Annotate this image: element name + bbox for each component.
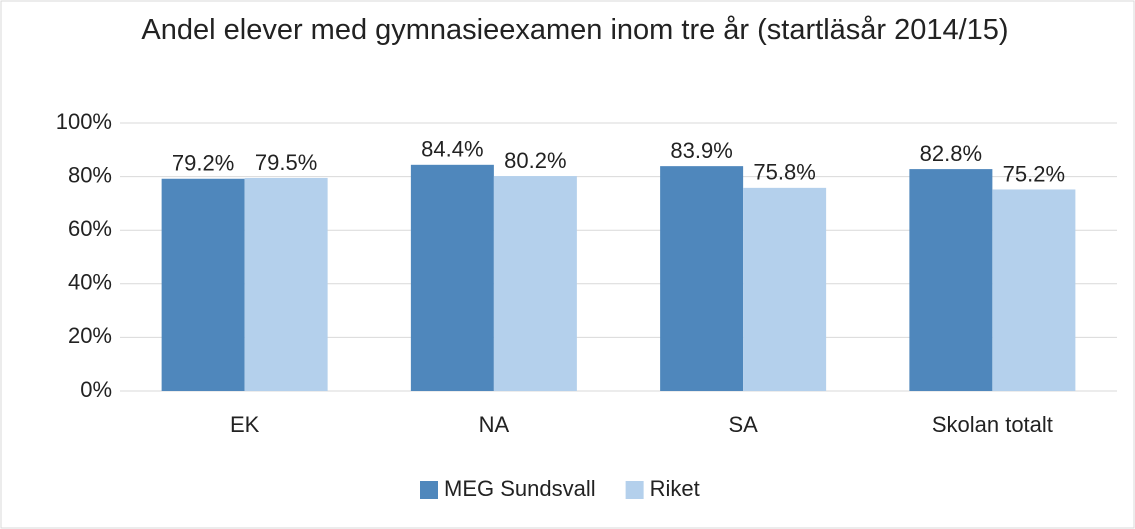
x-tick-label: Skolan totalt <box>932 412 1053 437</box>
legend-label: Riket <box>650 476 700 501</box>
bar <box>410 164 494 391</box>
chart-title: Andel elever med gymnasieexamen inom tre… <box>141 14 1009 46</box>
value-label: 84.4% <box>421 137 483 162</box>
bar <box>161 178 245 391</box>
value-label: 83.9% <box>670 138 732 163</box>
y-tick-label: 60% <box>68 216 112 241</box>
bar <box>992 189 1076 391</box>
value-label: 82.8% <box>920 141 982 166</box>
y-tick-label: 100% <box>56 109 112 134</box>
x-tick-label: EK <box>230 412 260 437</box>
bar <box>743 187 827 391</box>
bar <box>493 176 577 391</box>
bar <box>244 177 328 391</box>
legend-label: MEG Sundsvall <box>444 476 596 501</box>
value-label: 75.8% <box>753 160 815 185</box>
x-tick-label: NA <box>479 412 510 437</box>
y-tick-label: 40% <box>68 270 112 295</box>
value-label: 79.5% <box>255 150 317 175</box>
x-tick-label: SA <box>728 412 758 437</box>
y-tick-label: 80% <box>68 162 112 187</box>
value-label: 79.2% <box>172 151 234 176</box>
bar <box>660 166 744 391</box>
bar <box>909 169 993 391</box>
value-label: 80.2% <box>504 148 566 173</box>
value-label: 75.2% <box>1003 161 1065 186</box>
y-tick-label: 20% <box>68 323 112 348</box>
legend-swatch <box>625 481 644 499</box>
y-tick-label: 0% <box>80 377 112 402</box>
legend-swatch <box>420 481 438 499</box>
